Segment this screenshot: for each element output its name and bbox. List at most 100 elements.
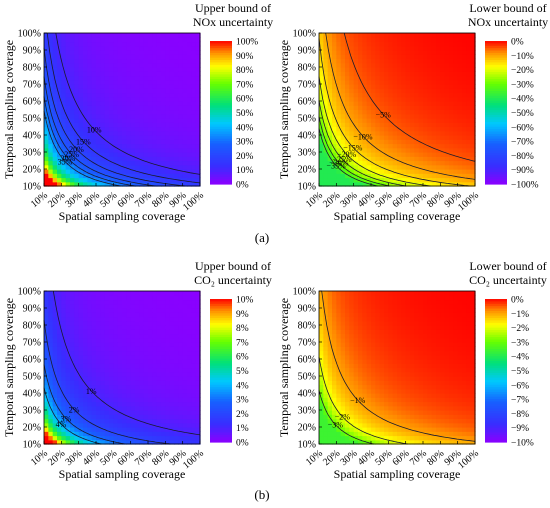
heatmap-cell <box>187 435 192 441</box>
heatmap-cell <box>48 367 54 373</box>
heatmap-cell <box>74 337 80 343</box>
heatmap-cell <box>165 169 171 174</box>
heatmap-cell <box>52 139 58 145</box>
heatmap-cell <box>319 122 324 128</box>
heatmap-cell <box>371 342 376 347</box>
heatmap-cell <box>436 109 441 115</box>
heatmap-cell <box>122 422 127 428</box>
heatmap-cell <box>126 160 132 166</box>
heatmap-cell <box>91 320 97 326</box>
heatmap-cell <box>74 388 80 394</box>
heatmap-cell <box>100 109 106 115</box>
heatmap-cell <box>178 418 184 424</box>
heatmap-cell <box>130 135 136 140</box>
heatmap-cell <box>78 37 84 43</box>
heatmap-cell <box>122 88 127 94</box>
heatmap-cell <box>332 333 337 339</box>
heatmap-cell <box>130 405 136 411</box>
heatmap-cell <box>104 329 110 335</box>
heatmap-cell <box>375 435 381 441</box>
heatmap-cell <box>52 67 58 72</box>
heatmap-cell <box>384 75 389 81</box>
heatmap-cell <box>122 54 127 60</box>
heatmap-cell <box>52 380 58 386</box>
heatmap-cell <box>70 291 75 296</box>
heatmap-cell <box>375 181 381 187</box>
heatmap-cell <box>384 88 389 94</box>
heatmap-cell <box>327 33 333 38</box>
heatmap-cell <box>174 418 179 424</box>
heatmap-cell <box>340 92 346 98</box>
heatmap-cell <box>319 401 324 407</box>
heatmap-cell <box>462 37 467 43</box>
heatmap-cell <box>345 350 350 356</box>
heatmap-cell <box>83 152 88 157</box>
colorbar-segment <box>210 430 232 434</box>
heatmap-cell <box>126 37 132 43</box>
heatmap-cell <box>113 401 119 407</box>
heatmap-cell <box>362 367 368 373</box>
colorbar-segment <box>210 71 232 75</box>
heatmap-cell <box>122 96 127 102</box>
heatmap-cell <box>349 92 355 98</box>
heatmap-cell <box>427 101 433 106</box>
heatmap-cell <box>83 33 88 38</box>
heatmap-cell <box>174 325 179 330</box>
heatmap-cell <box>70 118 75 123</box>
heatmap-cell <box>444 169 450 174</box>
heatmap-cell <box>87 113 93 119</box>
heatmap-cell <box>104 410 110 415</box>
heatmap-cell <box>444 67 450 72</box>
heatmap-cell <box>449 164 454 170</box>
heatmap-cell <box>440 50 446 55</box>
heatmap-cell <box>83 435 88 441</box>
heatmap-cell <box>57 169 62 174</box>
heatmap-cell <box>126 303 132 309</box>
heatmap-cell <box>375 33 381 38</box>
heatmap-cell <box>470 181 476 187</box>
heatmap-cell <box>78 342 84 347</box>
colorbar-tick-label: 1% <box>236 424 249 434</box>
heatmap-cell <box>371 291 376 296</box>
heatmap-cell <box>345 139 350 145</box>
heatmap-cell <box>345 45 350 51</box>
colorbar-segment <box>210 81 232 85</box>
heatmap-cell <box>418 75 424 81</box>
heatmap-cell <box>148 346 153 352</box>
heatmap-cell <box>169 156 175 162</box>
heatmap-cell <box>319 156 324 162</box>
heatmap-cell <box>178 130 184 136</box>
heatmap-cell <box>70 54 75 60</box>
heatmap-cell <box>423 58 428 64</box>
heatmap-cell <box>340 143 346 149</box>
heatmap-cell <box>340 50 346 55</box>
heatmap-cell <box>65 388 71 394</box>
heatmap-cell <box>165 88 171 94</box>
heatmap-cell <box>457 50 463 55</box>
heatmap-cell <box>143 405 149 411</box>
heatmap-cell <box>104 295 110 301</box>
heatmap-cell <box>358 71 363 77</box>
heatmap-cell <box>336 388 342 394</box>
heatmap-cell <box>109 350 114 356</box>
heatmap-cell <box>174 367 179 373</box>
heatmap-cell <box>457 177 463 183</box>
heatmap-cell <box>379 75 385 81</box>
heatmap-cell <box>148 371 153 377</box>
heatmap-cell <box>375 316 381 322</box>
heatmap-cell <box>156 380 162 386</box>
heatmap-cell <box>392 431 398 437</box>
heatmap-cell <box>83 101 88 106</box>
heatmap-cell <box>78 96 84 102</box>
heatmap-cell <box>405 147 411 153</box>
heatmap-cell <box>165 405 171 411</box>
heatmap-cell <box>178 427 184 432</box>
colorbar-segment <box>210 160 232 164</box>
heatmap-cell <box>401 173 407 179</box>
colorbar-tick-label: 90% <box>236 52 254 62</box>
heatmap-cell <box>191 152 197 157</box>
contour-label: 3% <box>61 414 72 423</box>
heatmap-cell <box>462 101 467 106</box>
heatmap-cell <box>349 342 355 347</box>
heatmap-cell <box>397 122 402 128</box>
